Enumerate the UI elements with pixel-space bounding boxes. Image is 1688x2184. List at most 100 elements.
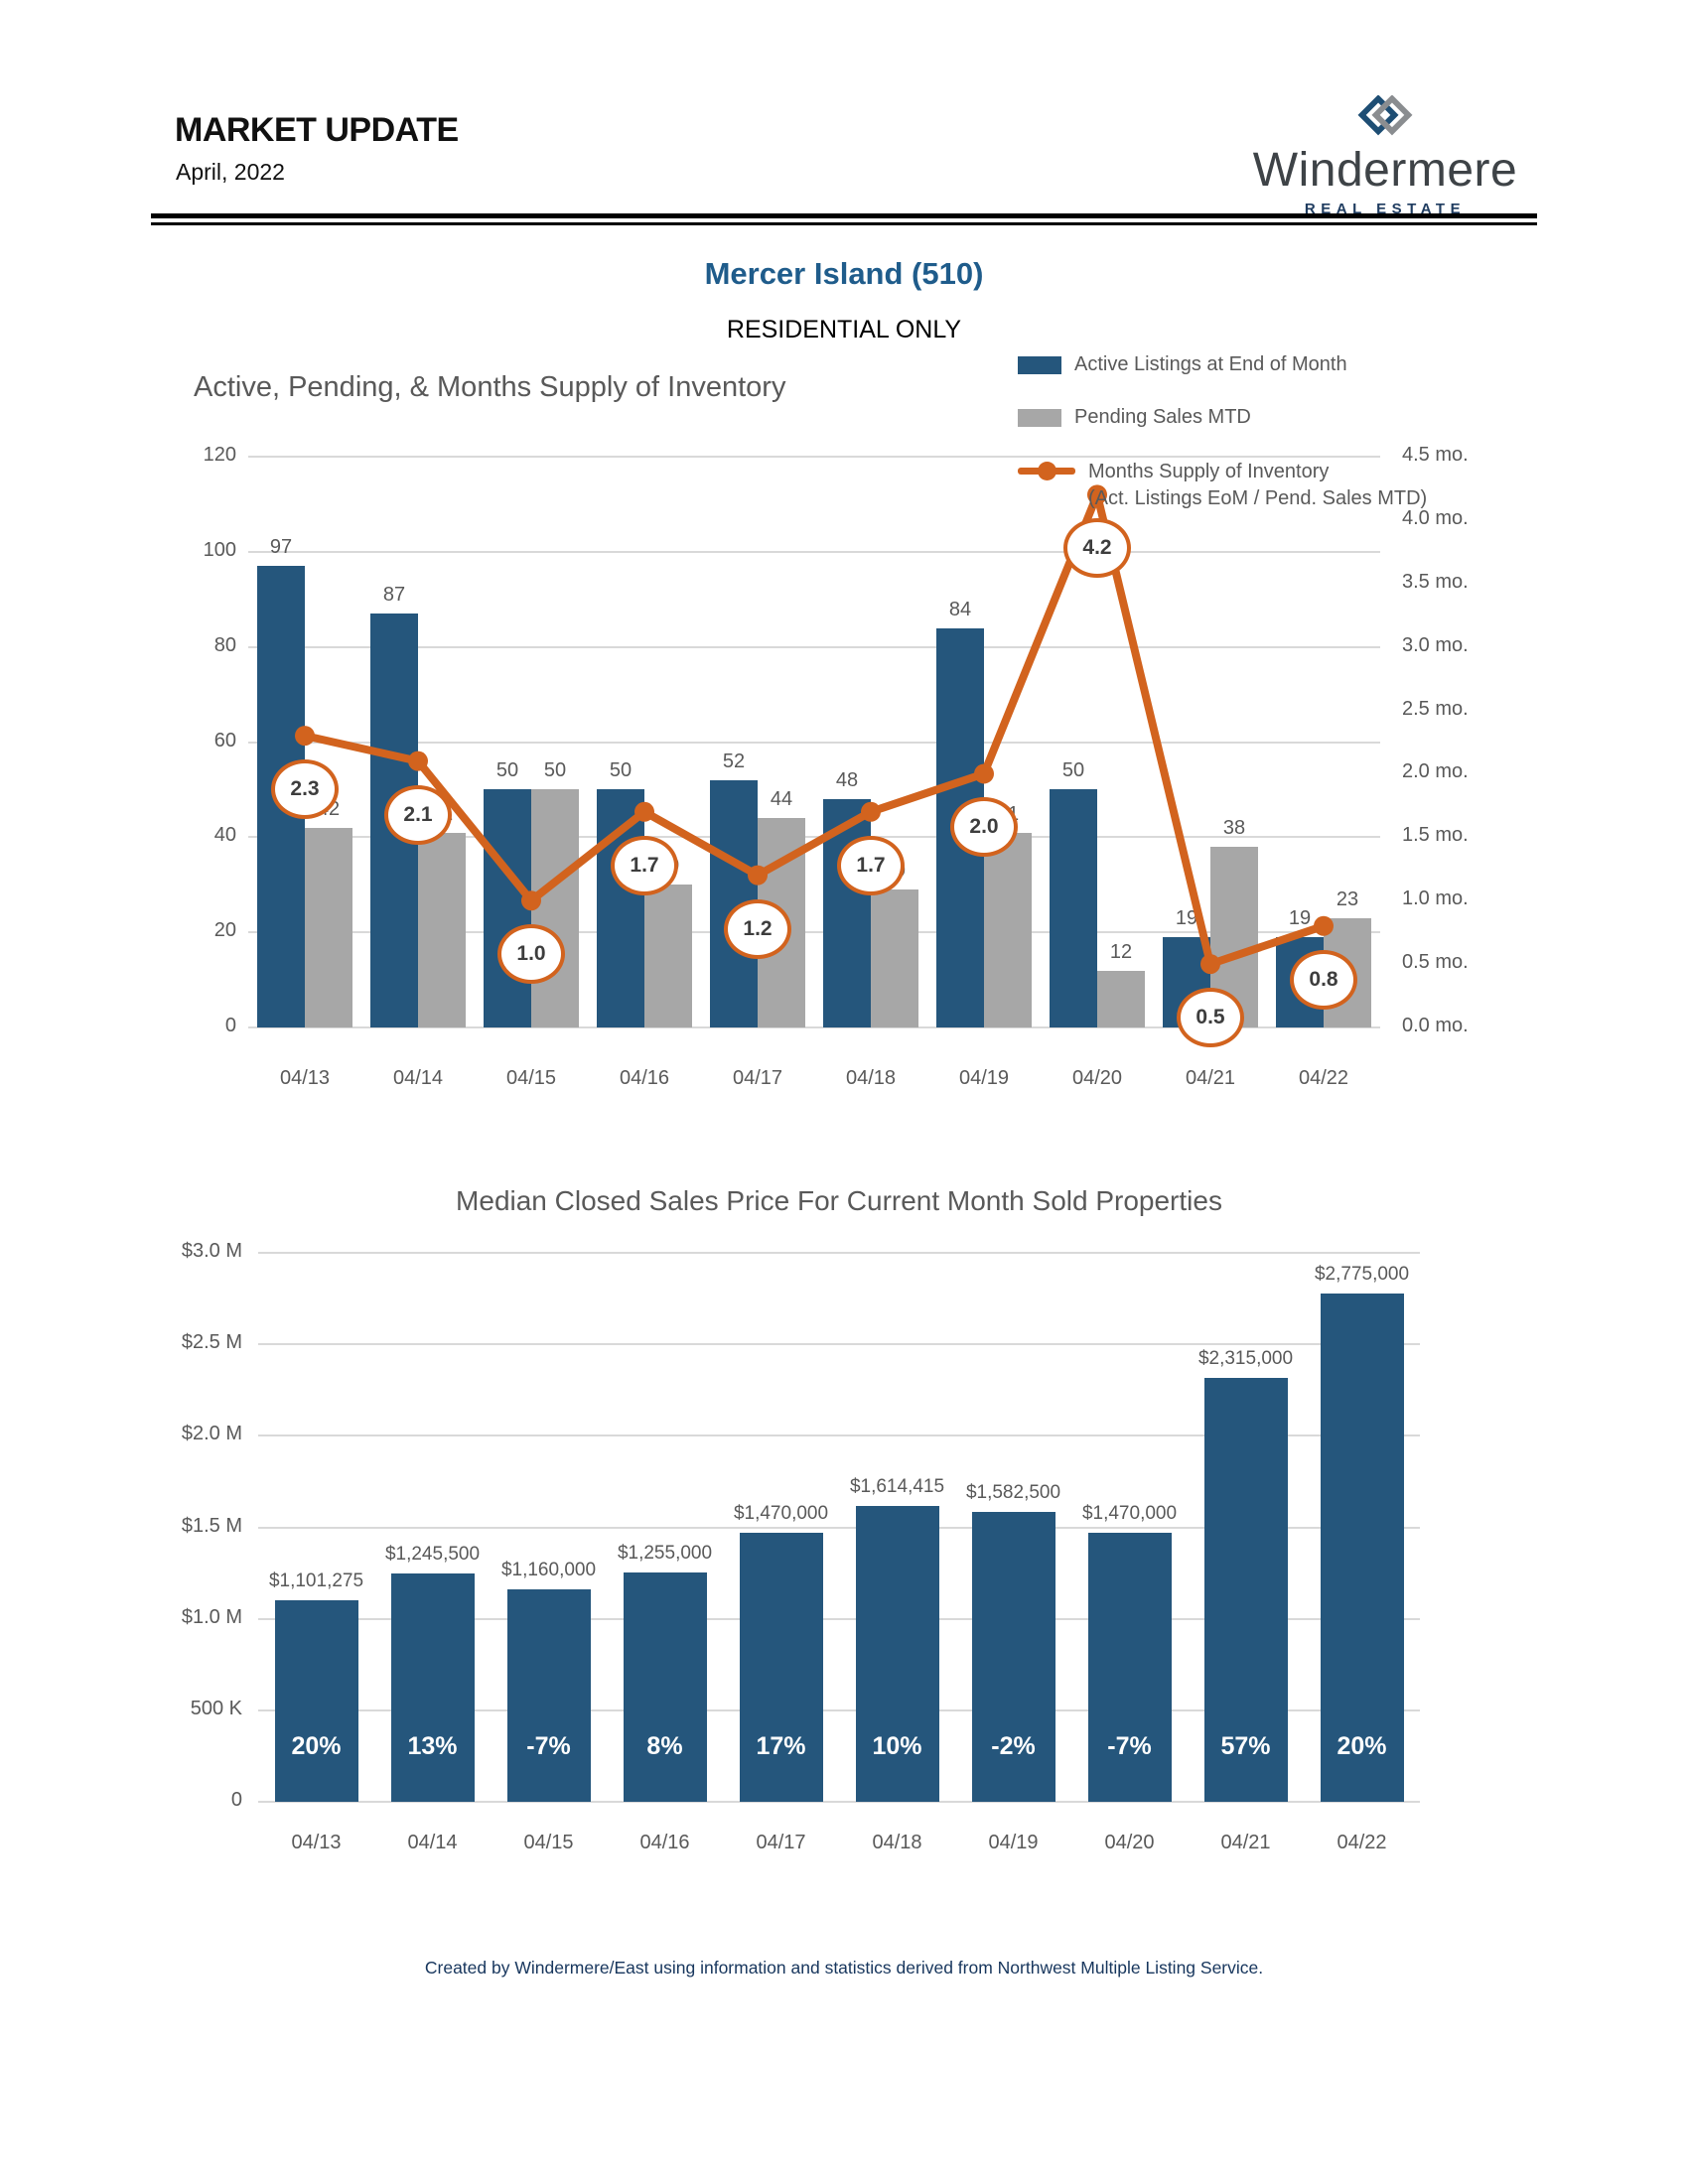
chart2-plot-area: $1,101,275 20% $1,245,500 13% $1,160,000 -7% $… — [258, 1252, 1420, 1853]
chart1-left-axis-tick: 60 — [213, 729, 236, 751]
chart2-x-axis-label: 04/18 — [872, 1832, 922, 1853]
header-divider — [151, 213, 1537, 225]
price-pct-change-label: -7% — [1107, 1732, 1152, 1760]
price-pct-change-label: 20% — [1336, 1732, 1387, 1760]
chart1-x-axis-label: 04/18 — [845, 1067, 897, 1089]
chart1-right-axis-tick: 4.0 mo. — [1402, 506, 1469, 529]
chart1-x-axis-label: 04/19 — [958, 1067, 1010, 1089]
legend-item-months-supply: Months Supply of Inventory (Act. Listing… — [1018, 459, 1484, 512]
legend-swatch-pending-sales — [1018, 408, 1061, 427]
legend-item-pending-sales: Pending Sales MTD — [1018, 406, 1484, 429]
chart2-title: Median Closed Sales Price For Current Mo… — [456, 1185, 1222, 1216]
legend-item-active-listings: Active Listings at End of Month — [1018, 353, 1484, 376]
active-listings-bar — [484, 789, 531, 1027]
active-listings-value-label: 50 — [495, 759, 519, 782]
price-bar — [855, 1506, 939, 1802]
pending-sales-value-label: 23 — [1336, 887, 1359, 910]
chart1-x-axis-label: 04/22 — [1298, 1067, 1349, 1089]
chart2-gridline — [258, 1526, 1420, 1529]
report-title: MARKET UPDATE — [175, 111, 459, 149]
price-value-label: $1,160,000 — [500, 1560, 597, 1581]
months-supply-marker — [1200, 954, 1220, 975]
chart1-gridline — [248, 645, 1380, 648]
chart1-gridline — [248, 550, 1380, 553]
chart1-x-axis-label: 04/17 — [732, 1067, 783, 1089]
chart1-left-axis-tick: 40 — [213, 824, 236, 847]
chart2-x-axis-label: 04/17 — [756, 1832, 806, 1853]
region-title: Mercer Island (510) — [704, 256, 984, 291]
months-supply-data-bubble: 0.8 — [1290, 949, 1357, 1010]
chart1-left-axis-tick: 120 — [203, 444, 236, 466]
chart1-gridline — [248, 456, 1380, 458]
windermere-w-diamond-icon — [1357, 94, 1413, 136]
months-supply-marker — [1087, 484, 1107, 505]
chart2-y-axis-tick: 0 — [230, 1789, 242, 1811]
months-supply-marker — [295, 726, 315, 747]
logo-brand-text: Windermere — [1252, 144, 1518, 197]
price-pct-change-label: 20% — [291, 1732, 342, 1760]
price-value-label: $1,245,500 — [384, 1544, 481, 1566]
months-supply-line — [295, 484, 1334, 975]
legend-swatch-months-supply — [1018, 462, 1075, 480]
segment-label: RESIDENTIAL ONLY — [726, 316, 962, 343]
price-pct-change-label: 57% — [1220, 1732, 1271, 1760]
price-bar — [623, 1571, 707, 1802]
price-value-label: $1,470,000 — [1081, 1503, 1178, 1525]
chart1-plot-area: 9787505052488450191942415030442941123823… — [248, 456, 1380, 1089]
price-bar — [506, 1589, 591, 1802]
chart2-gridline — [258, 1434, 1420, 1437]
months-supply-data-bubble: 0.5 — [1177, 988, 1244, 1048]
chart1-left-axis-tick: 20 — [213, 919, 236, 942]
price-value-label: $2,315,000 — [1197, 1348, 1294, 1370]
active-listings-value-label: 19 — [1288, 906, 1312, 929]
chart2-y-axis-tick: $2.5 M — [181, 1331, 242, 1354]
chart2-x-axis-label: 04/19 — [988, 1832, 1039, 1853]
active-listings-value-label: 52 — [722, 750, 746, 772]
attribution-footer: Created by Windermere/East using informa… — [424, 1958, 1264, 1978]
chart2-x-axis-label: 04/21 — [1220, 1832, 1271, 1853]
chart1-gridline — [248, 836, 1380, 839]
chart1-title: Active, Pending, & Months Supply of Inve… — [194, 371, 786, 403]
windermere-logo: Windermere REAL ESTATE — [1236, 94, 1534, 217]
chart2-y-axis-tick: 500 K — [190, 1697, 242, 1719]
active-listings-value-label: 84 — [948, 598, 972, 620]
price-bar — [739, 1533, 823, 1802]
pending-sales-value-label: 44 — [770, 788, 793, 811]
price-bar — [1320, 1294, 1404, 1802]
active-listings-value-label: 50 — [1061, 759, 1085, 782]
price-bar — [971, 1512, 1055, 1802]
chart1-x-axis-label: 04/13 — [279, 1067, 331, 1089]
chart1-legend: Active Listings at End of Month Pending … — [1018, 353, 1484, 542]
months-supply-data-bubble: 1.0 — [497, 924, 565, 985]
legend-label-months-supply-line1: Months Supply of Inventory — [1088, 461, 1330, 482]
chart2-x-axis-label: 04/15 — [523, 1832, 574, 1853]
price-pct-change-label: 13% — [407, 1732, 458, 1760]
months-supply-marker — [1314, 915, 1334, 936]
active-listings-value-label: 97 — [269, 536, 293, 559]
price-value-label: $1,470,000 — [733, 1503, 829, 1525]
pending-sales-bar — [1097, 970, 1145, 1027]
months-supply-data-bubble: 1.2 — [724, 898, 791, 959]
pending-sales-bar — [305, 827, 352, 1027]
active-listings-value-label: 19 — [1175, 906, 1198, 929]
legend-label-months-supply-line2: (Act. Listings EoM / Pend. Sales MTD) — [1088, 487, 1428, 509]
chart2-gridline — [258, 1801, 1420, 1803]
logo-tagline: REAL ESTATE — [1304, 201, 1467, 217]
months-supply-marker — [974, 763, 994, 784]
months-supply-marker — [634, 801, 654, 822]
chart1-right-axis-tick: 0.5 mo. — [1402, 951, 1469, 974]
pending-sales-value-label: 50 — [543, 759, 567, 782]
price-bar — [1087, 1533, 1172, 1802]
chart2-y-axis-tick: $1.0 M — [181, 1605, 242, 1628]
months-supply-marker — [408, 751, 428, 771]
price-pct-change-label: -2% — [991, 1732, 1036, 1760]
price-pct-change-label: 8% — [646, 1732, 683, 1760]
months-supply-data-bubble: 4.2 — [1063, 518, 1131, 579]
chart1-x-axis-label: 04/20 — [1071, 1067, 1123, 1089]
legend-label-active-listings: Active Listings at End of Month — [1074, 353, 1347, 375]
chart1-right-axis-tick: 0.0 mo. — [1402, 1015, 1469, 1036]
chart2-y-axis-tick: $1.5 M — [181, 1514, 242, 1537]
price-bar — [390, 1573, 475, 1802]
chart1-x-axis-label: 04/21 — [1185, 1067, 1236, 1089]
